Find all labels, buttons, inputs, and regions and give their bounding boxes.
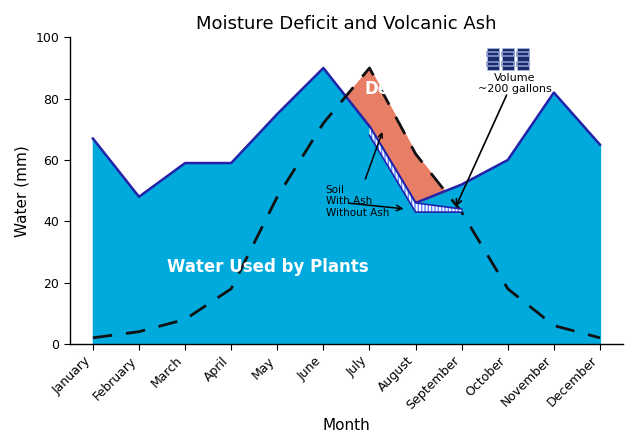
Text: Deficit: Deficit — [364, 81, 426, 99]
X-axis label: Month: Month — [323, 418, 370, 433]
Text: Water Used by Plants: Water Used by Plants — [167, 258, 369, 276]
Text: Volume
~200 gallons: Volume ~200 gallons — [478, 73, 551, 94]
Bar — [487, 48, 499, 69]
Bar — [487, 62, 499, 66]
Bar — [517, 52, 528, 56]
Title: Moisture Deficit and Volcanic Ash: Moisture Deficit and Volcanic Ash — [196, 15, 496, 33]
Y-axis label: Water (mm): Water (mm) — [15, 145, 30, 237]
Bar — [501, 48, 514, 69]
Bar — [487, 52, 499, 56]
Bar — [501, 52, 514, 56]
Bar — [517, 48, 528, 69]
Bar — [501, 62, 514, 66]
Text: Soil
With Ash
Without Ash: Soil With Ash Without Ash — [325, 134, 389, 218]
Bar — [517, 62, 528, 66]
